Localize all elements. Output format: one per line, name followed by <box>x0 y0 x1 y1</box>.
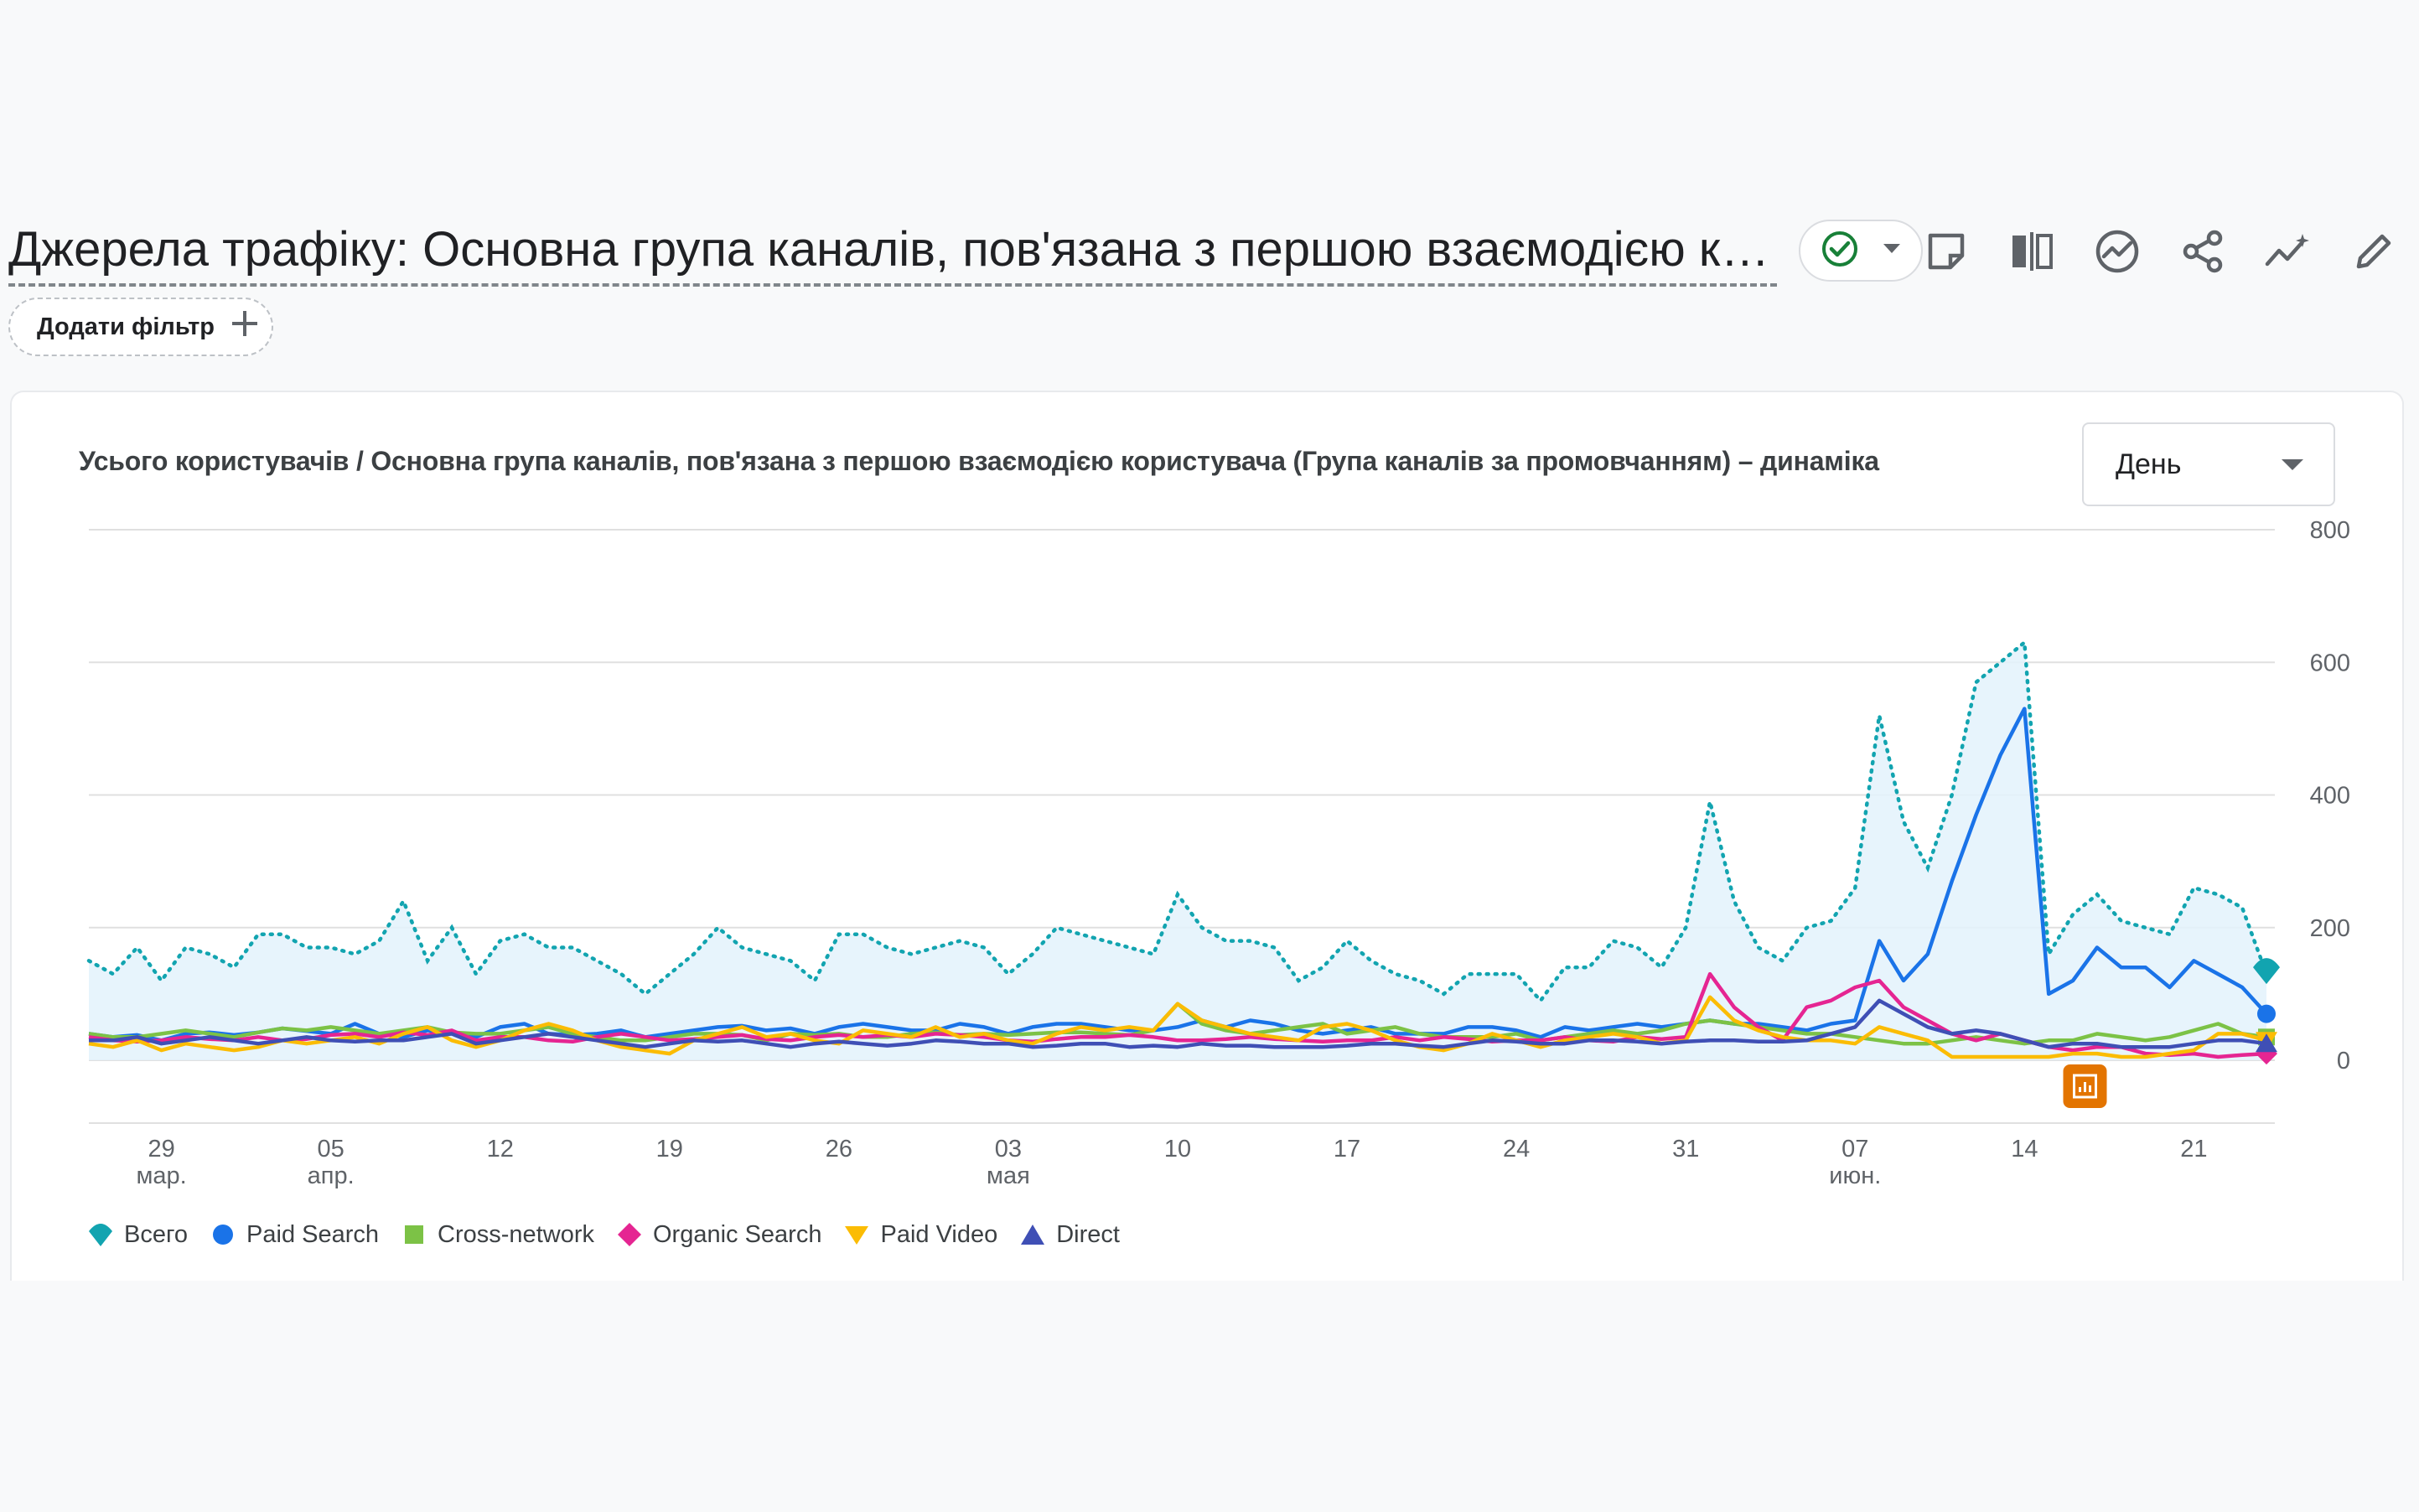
legend-label: Всего <box>124 1220 189 1248</box>
x-tick-month: июн. <box>1829 1162 1881 1189</box>
legend-item[interactable]: Всего <box>87 1221 188 1249</box>
legend-item[interactable]: Cross-network <box>401 1221 594 1249</box>
legend-item[interactable]: Paid Video <box>843 1221 997 1249</box>
series-line-5 <box>89 998 2267 1049</box>
x-tick-label: 14 <box>2011 1136 2038 1162</box>
x-tick-label: 21 <box>2180 1136 2207 1162</box>
y-tick-label: 600 <box>2310 650 2350 676</box>
x-tick-label: 07 <box>1841 1136 1868 1162</box>
y-tick-label: 800 <box>2310 517 2350 544</box>
x-tick-label: 12 <box>487 1136 514 1162</box>
granularity-select[interactable]: День <box>2082 422 2335 506</box>
series-area-vsego <box>89 642 2266 1060</box>
legend-label: Cross-network <box>438 1220 594 1248</box>
report-header: Джерела трафіку: Основна група каналів, … <box>0 210 2419 293</box>
x-tick-month: мая <box>987 1162 1030 1189</box>
x-tick-label: 10 <box>1164 1136 1191 1162</box>
add-filter-label: Додати фільтр <box>37 313 215 340</box>
legend-label: Paid Search <box>246 1220 380 1248</box>
annotation-bars <box>2079 1082 2091 1092</box>
note-icon[interactable] <box>1921 226 1971 277</box>
series-line-3 <box>88 971 2267 1059</box>
legend-item[interactable]: Paid Search <box>210 1221 379 1249</box>
legend-label: Organic Search <box>652 1220 822 1248</box>
chevron-down-icon <box>1882 242 1902 260</box>
series-line-0 <box>86 639 2269 1004</box>
share-icon[interactable] <box>2178 226 2228 277</box>
series-line-4 <box>88 995 2267 1059</box>
series-end-marker <box>2256 1033 2277 1053</box>
x-tick-month: апр. <box>308 1162 355 1189</box>
edit-icon[interactable] <box>2349 226 2399 277</box>
chart-title: Усього користувачів / Основна група кана… <box>79 446 1879 476</box>
square-marker-icon <box>405 1225 424 1244</box>
series-end-marker <box>2253 958 2280 985</box>
pin-marker-icon <box>89 1224 112 1246</box>
y-tick-label: 0 <box>2337 1048 2350 1074</box>
x-tick-label: 03 <box>995 1136 1022 1162</box>
diamond-marker-icon <box>617 1223 641 1246</box>
x-tick-month: мар. <box>136 1162 186 1189</box>
insights-icon[interactable] <box>2092 226 2142 277</box>
compare-icon[interactable] <box>2007 226 2057 277</box>
legend-item[interactable]: Direct <box>1019 1221 1120 1249</box>
add-filter-button[interactable]: Додати фільтр <box>8 298 273 356</box>
triangle-down-marker-icon <box>845 1226 869 1245</box>
x-tick-label: 31 <box>1672 1136 1699 1162</box>
x-tick-label: 24 <box>1503 1136 1530 1162</box>
x-tick-label: 17 <box>1334 1136 1360 1162</box>
report-title[interactable]: Джерела трафіку: Основна група каналів, … <box>8 216 1777 287</box>
annotation-icon <box>2073 1074 2097 1099</box>
x-tick-label: 19 <box>656 1136 683 1162</box>
x-tick-label: 26 <box>826 1136 852 1162</box>
caret-down-icon <box>2282 458 2303 470</box>
circle-marker-icon <box>213 1225 234 1245</box>
legend-item[interactable]: Organic Search <box>616 1220 822 1249</box>
legend-label: Paid Video <box>880 1220 998 1248</box>
chart-legend: Всего Paid Search Cross-network Organic Sea… <box>87 1214 1120 1256</box>
trend-icon[interactable] <box>2263 226 2313 277</box>
check-circle-icon <box>1821 230 1859 272</box>
legend-label: Direct <box>1056 1220 1120 1248</box>
plus-icon <box>230 308 260 345</box>
status-dropdown[interactable] <box>1799 220 1923 282</box>
triangle-up-marker-icon <box>1021 1225 1045 1245</box>
x-tick-label: 05 <box>318 1136 344 1162</box>
y-tick-label: 200 <box>2310 915 2350 942</box>
granularity-value: День <box>2116 448 2182 480</box>
chart-card: Усього користувачів / Основна група кана… <box>10 391 2404 1281</box>
series-end-marker <box>2257 1004 2276 1023</box>
x-tick-label: 29 <box>148 1136 174 1162</box>
y-tick-label: 400 <box>2310 783 2350 810</box>
